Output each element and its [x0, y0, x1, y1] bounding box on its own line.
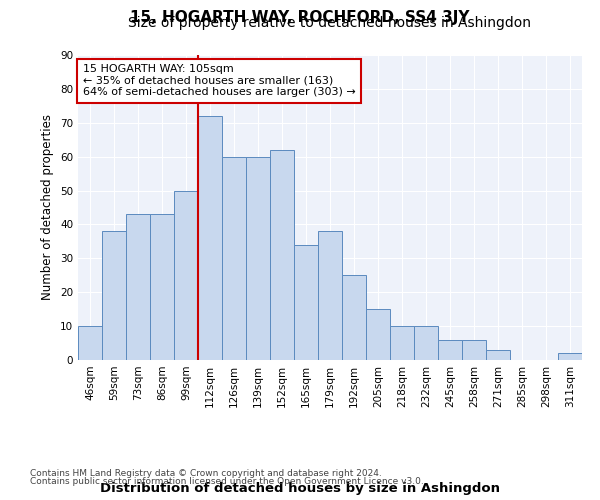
Bar	[102, 231, 126, 360]
Bar	[270, 150, 294, 360]
Text: 15, HOGARTH WAY, ROCHFORD, SS4 3JY: 15, HOGARTH WAY, ROCHFORD, SS4 3JY	[130, 10, 470, 25]
Bar	[150, 214, 174, 360]
Bar	[342, 276, 366, 360]
Title: Size of property relative to detached houses in Ashingdon: Size of property relative to detached ho…	[128, 16, 532, 30]
Text: Contains HM Land Registry data © Crown copyright and database right 2024.: Contains HM Land Registry data © Crown c…	[30, 468, 382, 477]
Bar	[438, 340, 462, 360]
Bar	[78, 326, 102, 360]
Bar	[222, 156, 246, 360]
Bar	[318, 231, 342, 360]
Bar	[486, 350, 510, 360]
Bar	[198, 116, 222, 360]
Bar	[414, 326, 438, 360]
Y-axis label: Number of detached properties: Number of detached properties	[41, 114, 55, 300]
Bar	[462, 340, 486, 360]
Text: 15 HOGARTH WAY: 105sqm
← 35% of detached houses are smaller (163)
64% of semi-de: 15 HOGARTH WAY: 105sqm ← 35% of detached…	[83, 64, 356, 98]
Bar	[366, 309, 390, 360]
Bar	[246, 156, 270, 360]
Text: Distribution of detached houses by size in Ashingdon: Distribution of detached houses by size …	[100, 482, 500, 495]
Bar	[126, 214, 150, 360]
Bar	[294, 245, 318, 360]
Text: Contains public sector information licensed under the Open Government Licence v3: Contains public sector information licen…	[30, 477, 424, 486]
Bar	[390, 326, 414, 360]
Bar	[174, 190, 198, 360]
Bar	[558, 353, 582, 360]
